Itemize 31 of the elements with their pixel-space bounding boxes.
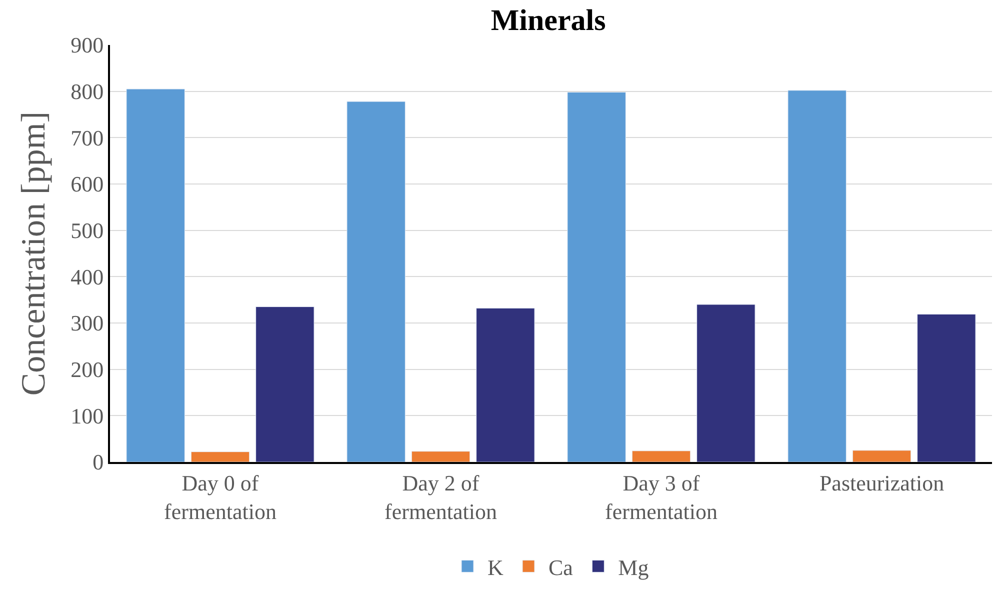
x-tick-label: Pasteurization — [819, 470, 944, 496]
y-tick-label: 900 — [70, 32, 104, 58]
y-tick-label: 500 — [70, 218, 104, 244]
bar — [632, 450, 691, 462]
bar — [190, 452, 250, 462]
legend-label: K — [488, 554, 504, 580]
y-tick-label: 600 — [70, 172, 104, 197]
y-tick-label: 400 — [70, 264, 104, 290]
y-tick-label: 200 — [70, 357, 104, 382]
bar — [696, 304, 756, 462]
bar — [411, 451, 470, 462]
legend-label: Mg — [618, 554, 649, 580]
y-tick-label: 0 — [92, 450, 104, 475]
bar — [476, 308, 535, 462]
y-axis-title: Concentration [ppm] — [16, 111, 53, 396]
bar — [852, 450, 912, 462]
bar — [126, 88, 185, 462]
y-tick-label: 100 — [70, 403, 104, 428]
x-tick-label: Day 3 of fermentation — [605, 470, 718, 524]
bar — [346, 101, 406, 462]
y-tick-label: 300 — [70, 310, 104, 336]
legend-label: Ca — [548, 554, 574, 580]
x-tick-label: Day 0 of fermentation — [164, 470, 276, 524]
y-tick-label: 800 — [70, 79, 104, 104]
bar — [788, 90, 846, 462]
y-tick-label: 700 — [70, 125, 104, 150]
chart-title: Minerals — [490, 4, 606, 37]
x-tick-label: Day 2 of fermentation — [384, 470, 497, 524]
bar — [256, 306, 314, 462]
bar — [917, 314, 976, 462]
bar — [567, 92, 626, 462]
